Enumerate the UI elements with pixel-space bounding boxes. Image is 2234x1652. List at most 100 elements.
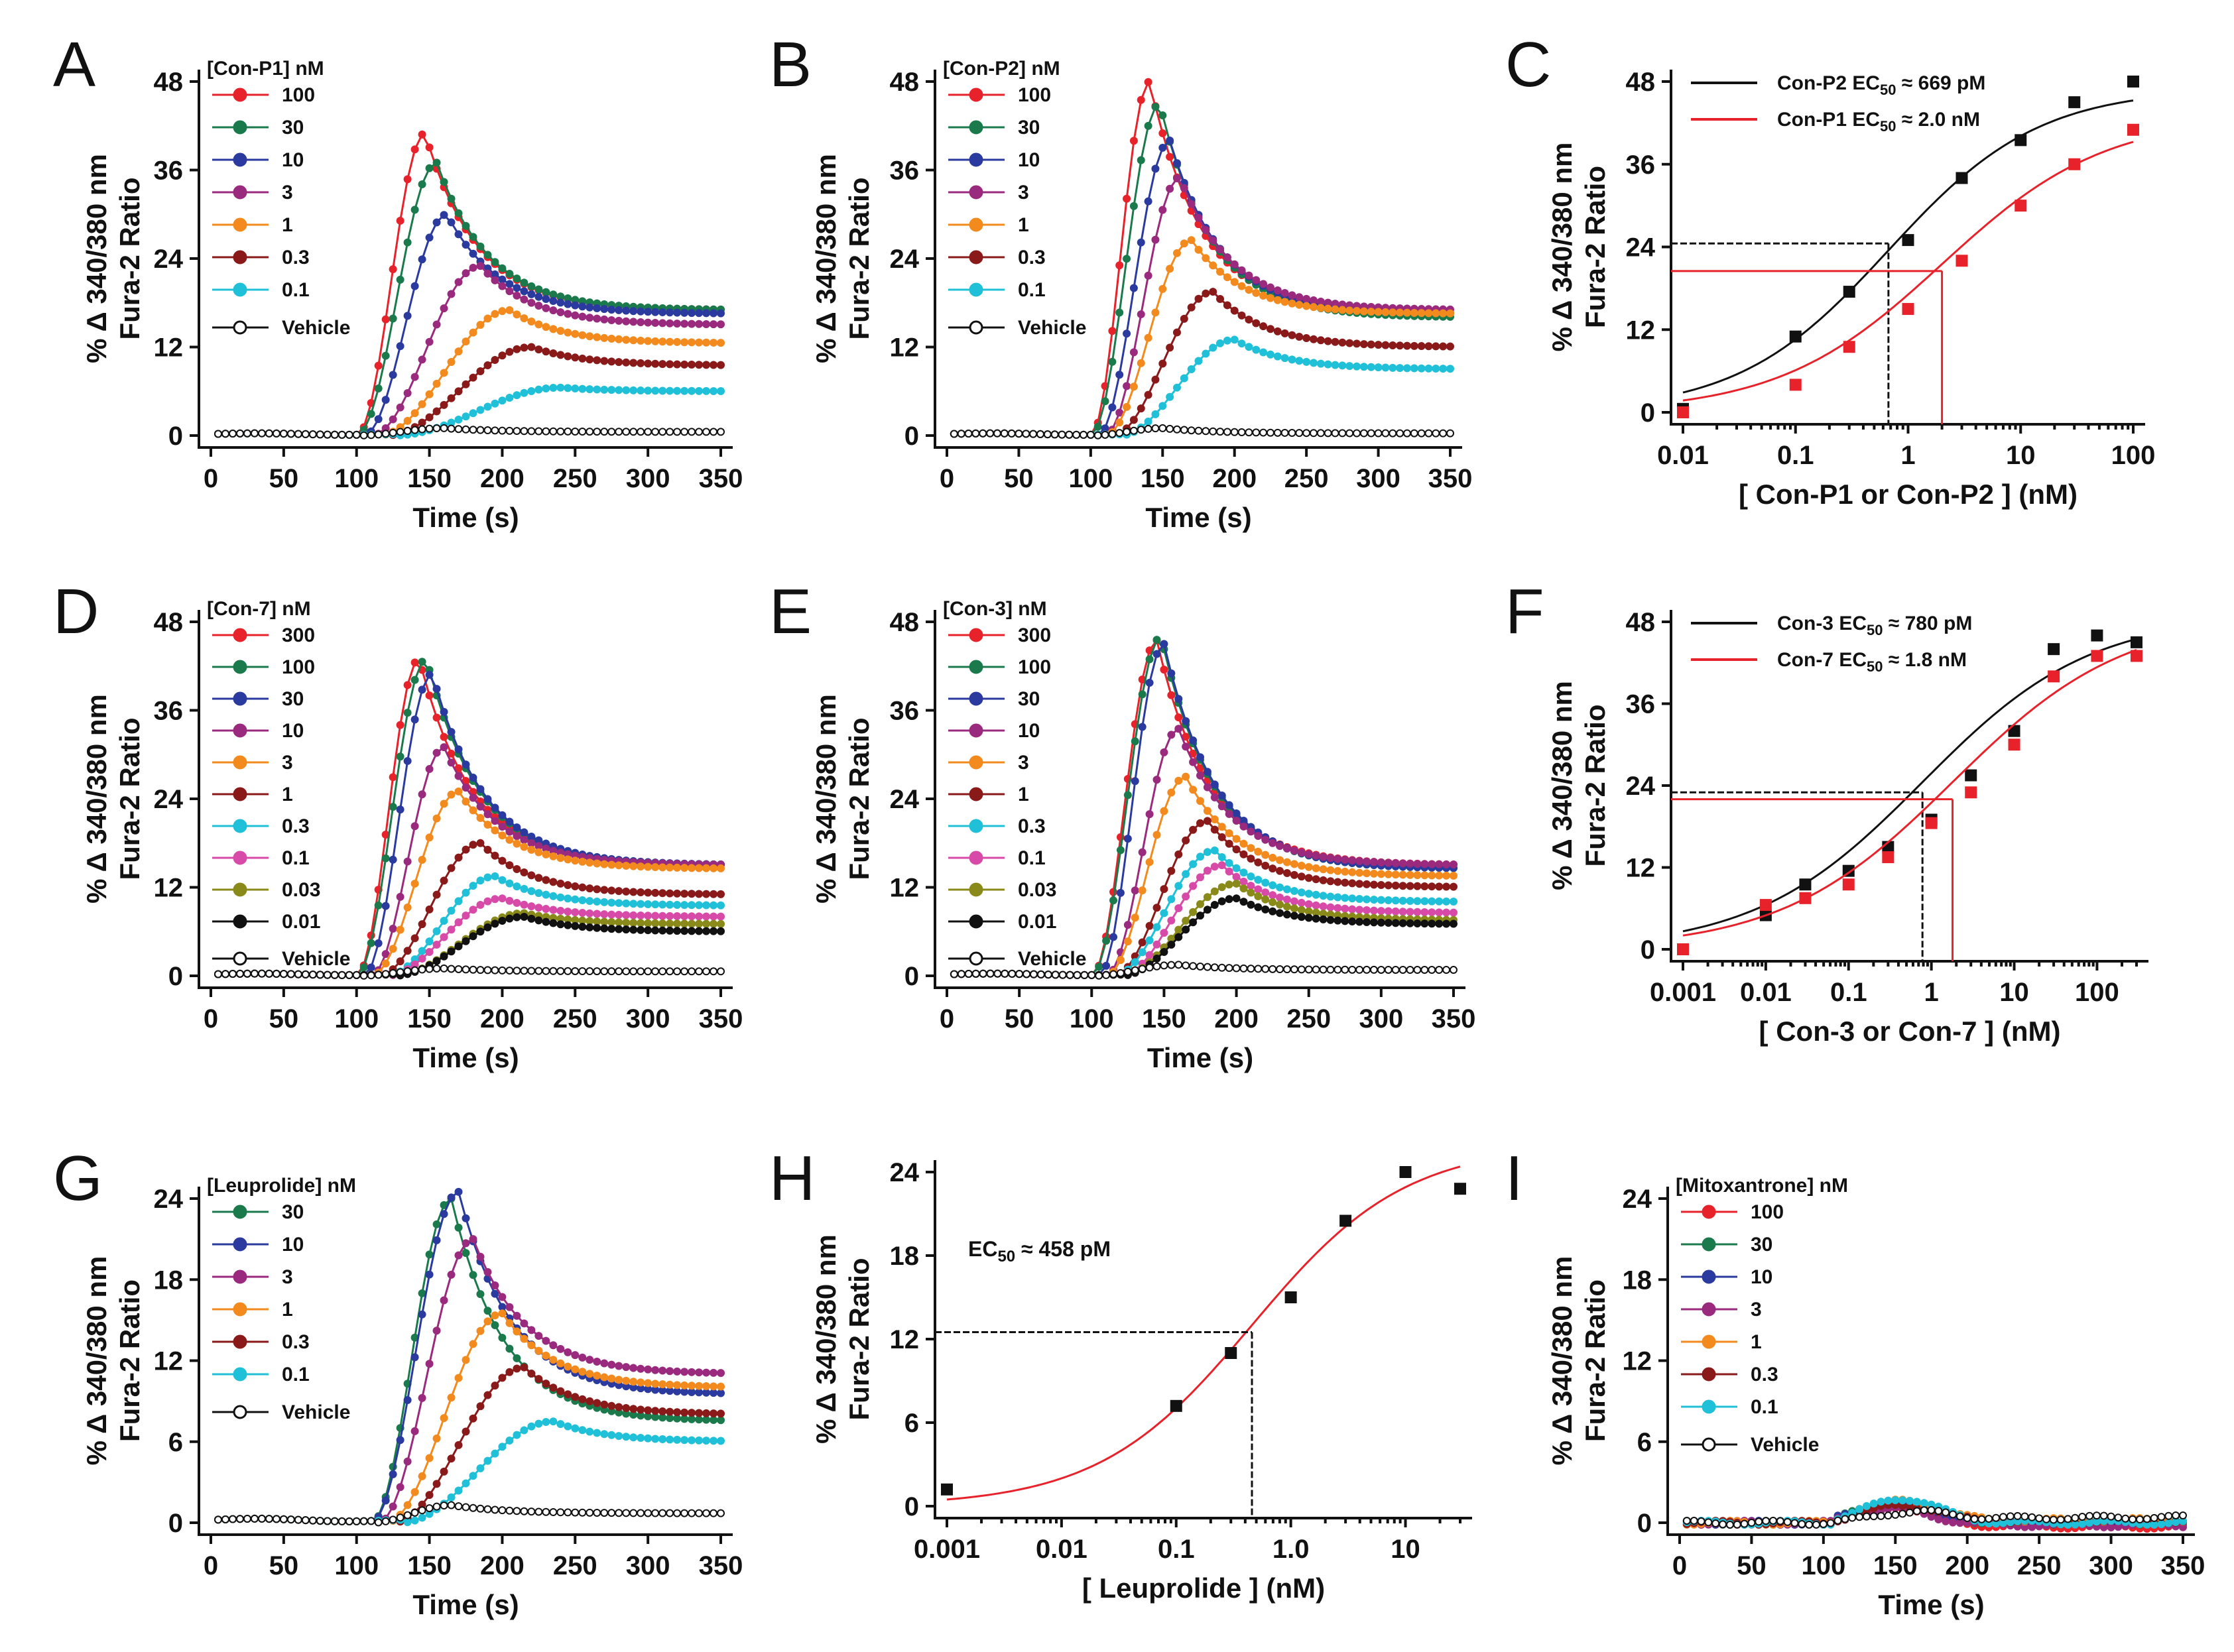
x-tick-label: 1 bbox=[1924, 978, 1939, 1007]
data-point bbox=[564, 855, 572, 864]
data-point bbox=[1377, 858, 1385, 867]
data-point bbox=[1217, 861, 1226, 870]
data-point bbox=[1410, 308, 1418, 317]
legend-item: 100 bbox=[1681, 1201, 1784, 1223]
data-point bbox=[513, 823, 521, 832]
data-point bbox=[666, 900, 674, 909]
data-point bbox=[483, 897, 492, 906]
data-point bbox=[527, 386, 536, 395]
data-point bbox=[1138, 886, 1147, 895]
data-point bbox=[1109, 896, 1118, 905]
data-point bbox=[1341, 917, 1349, 925]
data-point bbox=[2013, 1511, 2022, 1520]
data-point bbox=[418, 130, 426, 139]
data-point bbox=[2085, 1511, 2094, 1520]
data-point bbox=[695, 1382, 704, 1390]
data-point bbox=[381, 430, 390, 438]
x-tick-label: 100 bbox=[1070, 1004, 1114, 1033]
data-point bbox=[257, 969, 266, 978]
data-point bbox=[1145, 963, 1154, 972]
data-point bbox=[637, 307, 645, 316]
data-point bbox=[644, 1434, 652, 1443]
data-point bbox=[607, 967, 616, 976]
data-point bbox=[1151, 424, 1160, 433]
data-point bbox=[476, 426, 485, 434]
data-point bbox=[1442, 860, 1451, 868]
data-point bbox=[986, 429, 995, 438]
legend-label: 3 bbox=[1018, 182, 1029, 204]
data-point bbox=[1413, 871, 1422, 880]
data-point bbox=[622, 925, 631, 934]
y-tick-label: 0 bbox=[168, 422, 183, 451]
data-point bbox=[1398, 870, 1407, 879]
data-point bbox=[294, 1515, 302, 1524]
data-point bbox=[1290, 904, 1298, 913]
data-point bbox=[483, 845, 492, 854]
data-point bbox=[440, 799, 448, 808]
y-tick-label: 0 bbox=[168, 962, 183, 991]
data-point bbox=[1402, 364, 1411, 373]
x-tick-label: 200 bbox=[1214, 1004, 1259, 1033]
legend-marker bbox=[969, 882, 983, 897]
data-point bbox=[1007, 429, 1016, 438]
data-point bbox=[425, 143, 434, 152]
legend-label: Con-7 EC50 ≈ 1.8 nM bbox=[1777, 649, 1967, 675]
data-point bbox=[586, 1427, 594, 1436]
data-point bbox=[1377, 907, 1385, 915]
data-point bbox=[607, 1374, 616, 1383]
data-point bbox=[571, 384, 580, 393]
legend-marker bbox=[969, 914, 983, 929]
data-point bbox=[1338, 429, 1347, 438]
data-point bbox=[666, 1407, 674, 1416]
legend: EC50 ≈ 458 pM bbox=[968, 1237, 1111, 1266]
data-point bbox=[1312, 864, 1320, 872]
data-point bbox=[1891, 1511, 1900, 1519]
data-point bbox=[549, 296, 558, 305]
data-point bbox=[578, 883, 587, 892]
data-point bbox=[1905, 1497, 1914, 1505]
data-point bbox=[1413, 860, 1422, 868]
legend-marker bbox=[233, 185, 247, 200]
data-point bbox=[1381, 363, 1390, 372]
data-point bbox=[432, 685, 441, 693]
data-point bbox=[308, 1516, 317, 1525]
data-point bbox=[629, 428, 638, 436]
data-point bbox=[2114, 1513, 2123, 1522]
data-point bbox=[1210, 780, 1219, 789]
data-point bbox=[454, 772, 463, 780]
data-point bbox=[1381, 341, 1390, 349]
data-point bbox=[389, 1502, 397, 1511]
data-point bbox=[1719, 1520, 1727, 1529]
legend-item: 0.3 bbox=[212, 1331, 310, 1353]
data-point bbox=[1269, 898, 1277, 906]
data-point bbox=[1001, 969, 1009, 978]
data-point bbox=[425, 233, 434, 242]
data-point bbox=[2078, 1519, 2087, 1528]
data-point bbox=[1123, 967, 1132, 976]
data-point bbox=[1145, 810, 1154, 819]
data-point bbox=[345, 971, 353, 979]
data-point bbox=[425, 947, 434, 956]
data-point bbox=[1223, 273, 1231, 282]
data-point bbox=[367, 939, 375, 947]
data-point bbox=[1232, 816, 1241, 825]
legend-marker bbox=[233, 882, 247, 897]
data-point bbox=[571, 329, 580, 338]
data-point bbox=[688, 1368, 696, 1376]
data-point bbox=[1194, 294, 1203, 303]
data-point bbox=[418, 685, 426, 694]
data-point bbox=[367, 963, 375, 972]
data-point bbox=[637, 336, 645, 345]
data-point bbox=[1905, 1508, 1914, 1517]
data-point bbox=[1237, 282, 1246, 290]
data-point bbox=[1187, 236, 1196, 245]
data-point bbox=[556, 308, 565, 317]
data-point bbox=[418, 1289, 426, 1297]
data-point bbox=[447, 1393, 456, 1402]
legend-item: 0.3 bbox=[948, 247, 1046, 268]
y-axis-title: % Δ 340/380 nm bbox=[810, 694, 841, 904]
data-point bbox=[1189, 786, 1198, 794]
data-point bbox=[498, 1506, 507, 1515]
data-point bbox=[666, 319, 674, 327]
